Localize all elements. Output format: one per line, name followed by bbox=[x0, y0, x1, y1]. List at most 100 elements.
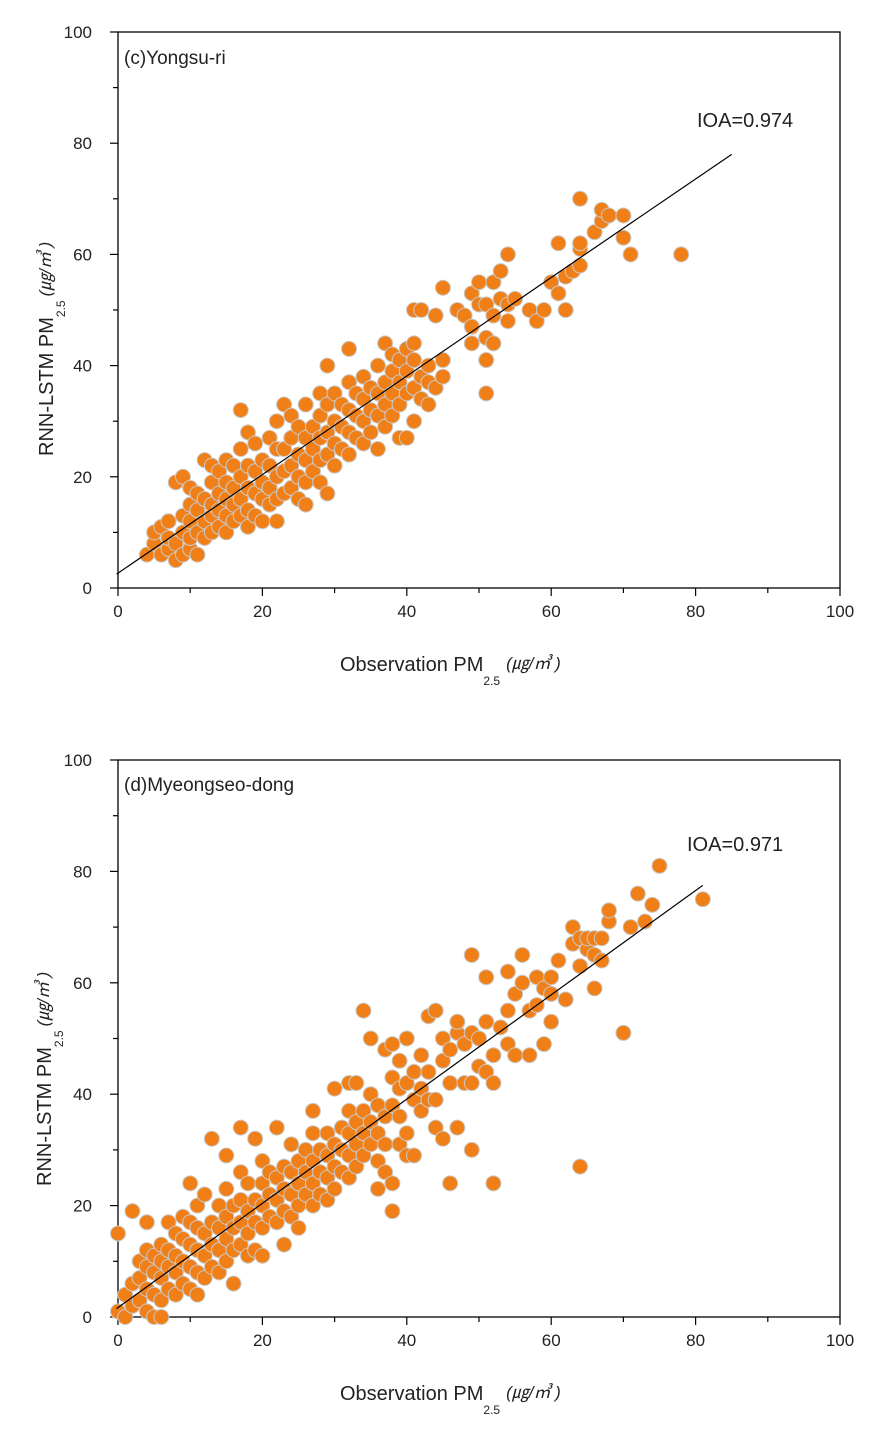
ioa-annotation: IOA=0.971 bbox=[687, 834, 783, 856]
data-point bbox=[326, 1080, 343, 1097]
data-point bbox=[622, 246, 639, 263]
data-point bbox=[521, 1047, 538, 1064]
data-point bbox=[478, 969, 495, 986]
data-point bbox=[406, 1147, 423, 1164]
data-point bbox=[377, 418, 394, 435]
data-point bbox=[261, 429, 278, 446]
data-point bbox=[485, 274, 502, 291]
data-point bbox=[304, 463, 321, 480]
data-point bbox=[167, 535, 184, 552]
data-point bbox=[550, 285, 567, 302]
x-axis-title-unit: (㎍/㎥ ) bbox=[506, 1383, 561, 1403]
data-point bbox=[535, 302, 552, 318]
data-point bbox=[629, 885, 646, 902]
scatter-chart-myeongseo-dong: 0 20 40 60 80 100 0 20 40 60 80 100 (d)Myeongseo-do… bbox=[34, 751, 854, 1417]
data-point bbox=[290, 1219, 307, 1236]
data-point bbox=[514, 974, 531, 991]
x-axis-title: Observation PM2.5 (㎍/㎥ ) bbox=[340, 654, 561, 688]
points-group bbox=[138, 190, 690, 569]
data-point bbox=[463, 285, 480, 302]
data-point bbox=[268, 1169, 285, 1186]
data-point bbox=[218, 1231, 235, 1248]
y-tick-label: 0 bbox=[83, 579, 92, 598]
data-point bbox=[615, 1024, 632, 1041]
data-point bbox=[297, 496, 314, 513]
data-point bbox=[384, 1097, 401, 1114]
data-point bbox=[131, 1292, 148, 1309]
data-point bbox=[377, 1136, 394, 1153]
data-point bbox=[319, 485, 336, 502]
fit-line bbox=[116, 884, 704, 1310]
data-point bbox=[557, 991, 574, 1008]
data-point bbox=[355, 435, 372, 452]
data-point bbox=[369, 1125, 386, 1142]
data-point bbox=[420, 396, 437, 413]
data-point bbox=[434, 1130, 451, 1147]
data-point bbox=[304, 418, 321, 435]
data-point bbox=[413, 1102, 430, 1119]
data-point bbox=[283, 407, 300, 424]
data-point bbox=[550, 952, 567, 969]
data-point bbox=[463, 1141, 480, 1158]
data-point bbox=[507, 985, 524, 1002]
data-point bbox=[189, 1286, 206, 1303]
data-point bbox=[138, 1214, 155, 1231]
data-point bbox=[398, 1030, 415, 1047]
fit-line bbox=[116, 153, 733, 575]
data-point bbox=[283, 1136, 300, 1153]
y-tick-label: 100 bbox=[64, 23, 92, 42]
y-tick-label: 60 bbox=[73, 245, 92, 264]
data-point bbox=[348, 1158, 365, 1175]
data-point bbox=[319, 357, 336, 374]
data-point bbox=[694, 891, 711, 908]
data-point bbox=[615, 229, 632, 246]
data-point bbox=[124, 1203, 141, 1220]
x-tick-label: 60 bbox=[542, 602, 561, 621]
data-point bbox=[341, 446, 358, 463]
data-point bbox=[276, 1236, 293, 1253]
data-point bbox=[211, 463, 228, 480]
data-point bbox=[283, 479, 300, 496]
x-axis-title: Observation PM2.5 (㎍/㎥ ) bbox=[340, 1383, 561, 1417]
data-point bbox=[499, 246, 516, 263]
data-point bbox=[232, 402, 249, 419]
data-point bbox=[434, 1052, 451, 1069]
data-point bbox=[600, 902, 617, 919]
data-point bbox=[384, 1036, 401, 1053]
data-point bbox=[463, 335, 480, 352]
panel-label: (d)Myeongseo-dong bbox=[124, 775, 294, 796]
axis-ticks bbox=[110, 759, 841, 1325]
data-point bbox=[384, 1069, 401, 1086]
data-point bbox=[189, 546, 206, 563]
data-point bbox=[377, 335, 394, 352]
data-point bbox=[485, 335, 502, 352]
data-point bbox=[478, 296, 495, 313]
data-point bbox=[261, 457, 278, 474]
data-point bbox=[153, 1309, 170, 1325]
data-point bbox=[341, 374, 358, 391]
data-point bbox=[499, 1036, 516, 1053]
y-tick-label: 40 bbox=[73, 1085, 92, 1104]
data-point bbox=[319, 424, 336, 441]
data-point bbox=[644, 896, 661, 913]
data-point bbox=[268, 513, 285, 530]
data-point bbox=[348, 1075, 365, 1092]
data-point bbox=[413, 302, 430, 318]
data-point bbox=[203, 1130, 220, 1147]
data-point bbox=[391, 1136, 408, 1153]
data-point bbox=[622, 919, 639, 936]
data-point bbox=[326, 1180, 343, 1197]
data-point bbox=[398, 1075, 415, 1092]
data-point bbox=[355, 413, 372, 430]
y-axis-title-subscript: 2.5 bbox=[52, 1030, 66, 1047]
data-point bbox=[369, 1180, 386, 1197]
data-point bbox=[673, 246, 690, 263]
x-tick-label: 60 bbox=[542, 1331, 561, 1350]
data-point bbox=[427, 1091, 444, 1108]
data-point bbox=[586, 224, 603, 241]
data-point bbox=[355, 1102, 372, 1119]
y-axis-title-subscript: 2.5 bbox=[54, 300, 68, 317]
data-point bbox=[369, 441, 386, 457]
data-point bbox=[247, 435, 264, 452]
data-point bbox=[218, 1208, 235, 1225]
